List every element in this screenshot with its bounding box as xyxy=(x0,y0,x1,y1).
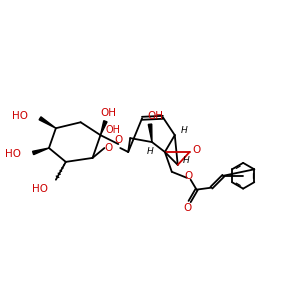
Text: O: O xyxy=(104,143,112,153)
Text: OH: OH xyxy=(106,125,121,135)
Text: HO: HO xyxy=(5,149,21,159)
Text: OH: OH xyxy=(100,108,116,118)
Text: O: O xyxy=(184,171,193,181)
Polygon shape xyxy=(148,124,152,142)
Polygon shape xyxy=(39,117,56,128)
Text: O: O xyxy=(184,203,192,214)
Text: O: O xyxy=(114,135,122,145)
Text: O: O xyxy=(192,145,201,155)
Text: HO: HO xyxy=(12,111,28,121)
Text: H: H xyxy=(180,126,187,135)
Text: H: H xyxy=(182,156,189,165)
Text: HO: HO xyxy=(32,184,48,194)
Text: OH: OH xyxy=(147,111,163,121)
Text: H: H xyxy=(147,148,153,157)
Polygon shape xyxy=(100,121,107,135)
Polygon shape xyxy=(33,148,49,154)
